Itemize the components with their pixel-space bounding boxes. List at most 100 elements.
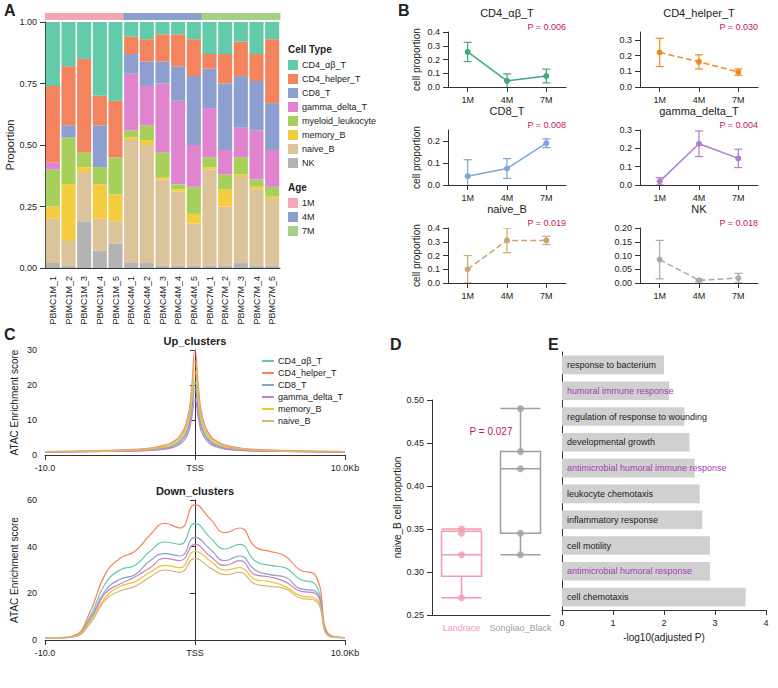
svg-text:0.3: 0.3 bbox=[427, 237, 440, 247]
svg-text:cell proportion: cell proportion bbox=[411, 224, 422, 287]
svg-text:naive_B: naive_B bbox=[278, 416, 311, 426]
svg-text:4M: 4M bbox=[501, 95, 514, 105]
svg-text:PBMC4M_5: PBMC4M_5 bbox=[189, 276, 199, 325]
svg-text:0.4: 0.4 bbox=[427, 27, 440, 37]
svg-text:CD8_T: CD8_T bbox=[302, 88, 331, 98]
svg-text:0.50: 0.50 bbox=[19, 140, 37, 150]
svg-text:0.1: 0.1 bbox=[619, 162, 632, 172]
svg-text:cell motility: cell motility bbox=[567, 541, 612, 551]
svg-text:C: C bbox=[4, 326, 16, 343]
svg-text:ATAC Enrichment score: ATAC Enrichment score bbox=[9, 517, 20, 623]
svg-text:0.2: 0.2 bbox=[619, 143, 632, 153]
svg-text:humoral immune response: humoral immune response bbox=[567, 386, 674, 396]
svg-text:0.45: 0.45 bbox=[406, 438, 424, 448]
svg-text:4M: 4M bbox=[693, 95, 706, 105]
svg-text:CD4_αβ_T: CD4_αβ_T bbox=[302, 60, 346, 70]
svg-text:0.00: 0.00 bbox=[19, 263, 37, 273]
svg-text:1.00: 1.00 bbox=[19, 17, 37, 27]
svg-text:PBMC4M_1: PBMC4M_1 bbox=[126, 276, 136, 325]
svg-text:3: 3 bbox=[712, 618, 717, 628]
svg-text:0.2: 0.2 bbox=[427, 136, 440, 146]
svg-text:cell proportion: cell proportion bbox=[411, 28, 422, 91]
svg-text:CD4_αβ_T: CD4_αβ_T bbox=[278, 356, 322, 366]
svg-text:7M: 7M bbox=[732, 193, 745, 203]
svg-text:naive_B: naive_B bbox=[487, 203, 527, 215]
svg-text:-10.0: -10.0 bbox=[35, 648, 56, 658]
svg-text:10.0Kb: 10.0Kb bbox=[331, 463, 360, 473]
svg-text:P = 0.027: P = 0.027 bbox=[470, 426, 513, 437]
svg-text:7M: 7M bbox=[540, 193, 553, 203]
svg-text:NK: NK bbox=[691, 203, 707, 215]
svg-text:0.0: 0.0 bbox=[427, 82, 440, 92]
svg-text:D: D bbox=[390, 336, 402, 353]
svg-text:0: 0 bbox=[559, 618, 564, 628]
svg-text:0.0: 0.0 bbox=[427, 180, 440, 190]
svg-text:PBMC4M_3: PBMC4M_3 bbox=[158, 276, 168, 325]
svg-text:PBMC1M_3: PBMC1M_3 bbox=[79, 276, 89, 325]
svg-text:gamma_delta_T: gamma_delta_T bbox=[659, 105, 739, 117]
svg-text:0.1: 0.1 bbox=[427, 68, 440, 78]
svg-text:naive_B cell proportion: naive_B cell proportion bbox=[392, 457, 403, 559]
svg-text:A: A bbox=[4, 2, 16, 19]
svg-text:Landrace: Landrace bbox=[443, 623, 481, 633]
svg-text:4M: 4M bbox=[501, 193, 514, 203]
svg-text:7M: 7M bbox=[540, 291, 553, 301]
svg-text:0.30: 0.30 bbox=[406, 567, 424, 577]
svg-text:TSS: TSS bbox=[186, 463, 204, 473]
svg-text:PBMC7M_2: PBMC7M_2 bbox=[220, 276, 230, 325]
svg-text:7M: 7M bbox=[302, 226, 315, 236]
svg-text:response to bacterium: response to bacterium bbox=[567, 360, 656, 370]
svg-text:1M: 1M bbox=[461, 291, 474, 301]
svg-text:0.4: 0.4 bbox=[427, 223, 440, 233]
svg-text:naive_B: naive_B bbox=[302, 144, 335, 154]
svg-text:CD8_T: CD8_T bbox=[278, 380, 307, 390]
svg-text:0.2: 0.2 bbox=[427, 55, 440, 65]
svg-text:PBMC4M_2: PBMC4M_2 bbox=[142, 276, 152, 325]
svg-text:4: 4 bbox=[763, 618, 768, 628]
svg-text:inflammatory response: inflammatory response bbox=[567, 515, 658, 525]
svg-text:1M: 1M bbox=[653, 95, 666, 105]
svg-text:-log10(adjusted P): -log10(adjusted P) bbox=[623, 632, 705, 643]
svg-text:CD4_helper_T: CD4_helper_T bbox=[278, 368, 337, 378]
svg-text:1M: 1M bbox=[653, 291, 666, 301]
svg-text:10.0Kb: 10.0Kb bbox=[331, 648, 360, 658]
svg-text:1M: 1M bbox=[461, 95, 474, 105]
svg-text:30: 30 bbox=[27, 345, 37, 355]
svg-text:4M: 4M bbox=[693, 193, 706, 203]
svg-text:gamma_delta_T: gamma_delta_T bbox=[302, 102, 368, 112]
svg-text:CD8_T: CD8_T bbox=[490, 105, 525, 117]
svg-text:CD4_helper_T: CD4_helper_T bbox=[663, 7, 735, 19]
svg-text:memory_B: memory_B bbox=[302, 130, 346, 140]
svg-text:20: 20 bbox=[27, 380, 37, 390]
svg-text:PBMC7M_3: PBMC7M_3 bbox=[236, 276, 246, 325]
svg-text:0.2: 0.2 bbox=[619, 51, 632, 61]
svg-text:developmental growth: developmental growth bbox=[567, 437, 655, 447]
svg-text:0.05: 0.05 bbox=[614, 264, 632, 274]
svg-text:0.1: 0.1 bbox=[427, 264, 440, 274]
svg-text:ATAC Enrichment score: ATAC Enrichment score bbox=[9, 349, 20, 455]
svg-text:0.3: 0.3 bbox=[619, 35, 632, 45]
svg-text:7M: 7M bbox=[732, 291, 745, 301]
svg-text:0.50: 0.50 bbox=[406, 395, 424, 405]
svg-text:10: 10 bbox=[27, 415, 37, 425]
svg-text:PBMC7M_5: PBMC7M_5 bbox=[267, 276, 277, 325]
svg-text:7M: 7M bbox=[732, 95, 745, 105]
svg-text:7M: 7M bbox=[540, 95, 553, 105]
svg-text:0.0: 0.0 bbox=[619, 82, 632, 92]
svg-text:leukocyte chemotaxis: leukocyte chemotaxis bbox=[567, 489, 654, 499]
svg-text:4M: 4M bbox=[501, 291, 514, 301]
svg-text:memory_B: memory_B bbox=[278, 404, 322, 414]
svg-text:0.20: 0.20 bbox=[614, 223, 632, 233]
svg-text:40: 40 bbox=[27, 542, 37, 552]
svg-text:0.3: 0.3 bbox=[619, 125, 632, 135]
svg-text:Cell Type: Cell Type bbox=[288, 44, 332, 55]
svg-text:Up_clusters: Up_clusters bbox=[164, 335, 227, 347]
svg-text:0.1: 0.1 bbox=[619, 66, 632, 76]
svg-text:P = 0.019: P = 0.019 bbox=[527, 218, 566, 228]
svg-text:0: 0 bbox=[32, 635, 37, 645]
svg-text:P = 0.004: P = 0.004 bbox=[719, 120, 758, 130]
svg-text:0.2: 0.2 bbox=[427, 251, 440, 261]
svg-text:0.0: 0.0 bbox=[427, 278, 440, 288]
svg-text:CD4_αβ_T: CD4_αβ_T bbox=[480, 7, 534, 19]
svg-text:1M: 1M bbox=[461, 193, 474, 203]
